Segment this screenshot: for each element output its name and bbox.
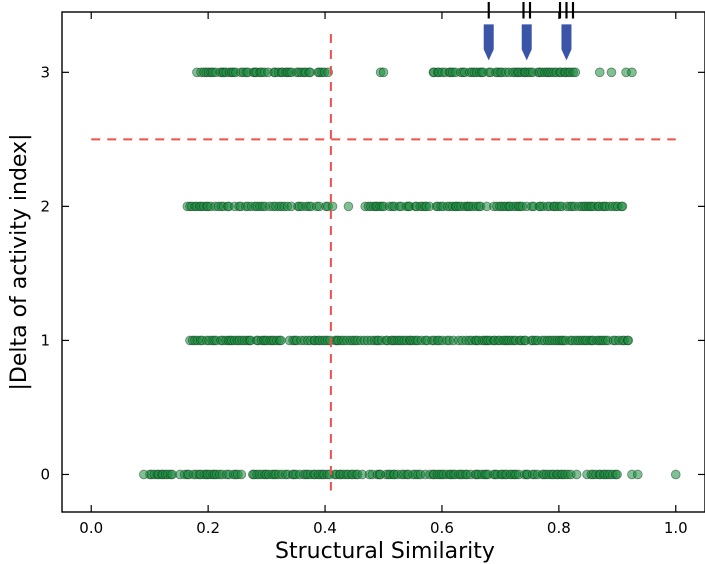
plot-frame <box>61 11 705 513</box>
data-point <box>570 67 581 78</box>
data-point <box>606 67 617 78</box>
highlight-arrow <box>561 24 572 61</box>
highlight-label: III <box>557 0 576 24</box>
x-tick-label: 0.4 <box>313 519 337 537</box>
data-point <box>305 67 316 78</box>
y-axis-label: |Delta of activity index| <box>7 134 32 391</box>
highlight-arrow <box>483 24 494 61</box>
data-point <box>623 335 634 346</box>
x-tick-label: 0.8 <box>547 519 571 537</box>
x-tick-label: 0.6 <box>430 519 454 537</box>
data-point <box>378 67 389 78</box>
axis-ticks: 0.0 0.2 0.4 0.6 0.8 1.0 0 1 2 3 <box>40 12 705 537</box>
highlight-markers: I II III <box>483 0 576 61</box>
y-tick-label: 1 <box>40 331 50 349</box>
x-axis-label: Structural Similarity <box>275 539 495 564</box>
data-point <box>276 335 286 346</box>
data-point <box>670 469 681 480</box>
data-points <box>139 67 681 480</box>
highlight-label: II <box>520 0 533 24</box>
data-point <box>612 469 622 480</box>
x-tick-label: 0.2 <box>196 519 220 537</box>
y-tick-label: 0 <box>40 465 50 483</box>
data-point <box>343 201 354 212</box>
data-point <box>236 469 247 480</box>
y-tick-label: 2 <box>40 197 50 215</box>
reference-lines <box>91 34 676 491</box>
highlight-label: I <box>485 0 492 24</box>
data-point <box>617 201 628 212</box>
data-point <box>571 469 582 480</box>
data-point <box>632 469 643 480</box>
x-tick-label: 1.0 <box>664 519 688 537</box>
data-point <box>627 67 637 78</box>
data-point <box>327 201 338 212</box>
x-tick-label: 0.0 <box>79 519 103 537</box>
highlight-arrow <box>521 24 532 61</box>
data-point <box>594 67 605 78</box>
y-tick-label: 3 <box>40 63 50 81</box>
data-point <box>139 469 149 480</box>
